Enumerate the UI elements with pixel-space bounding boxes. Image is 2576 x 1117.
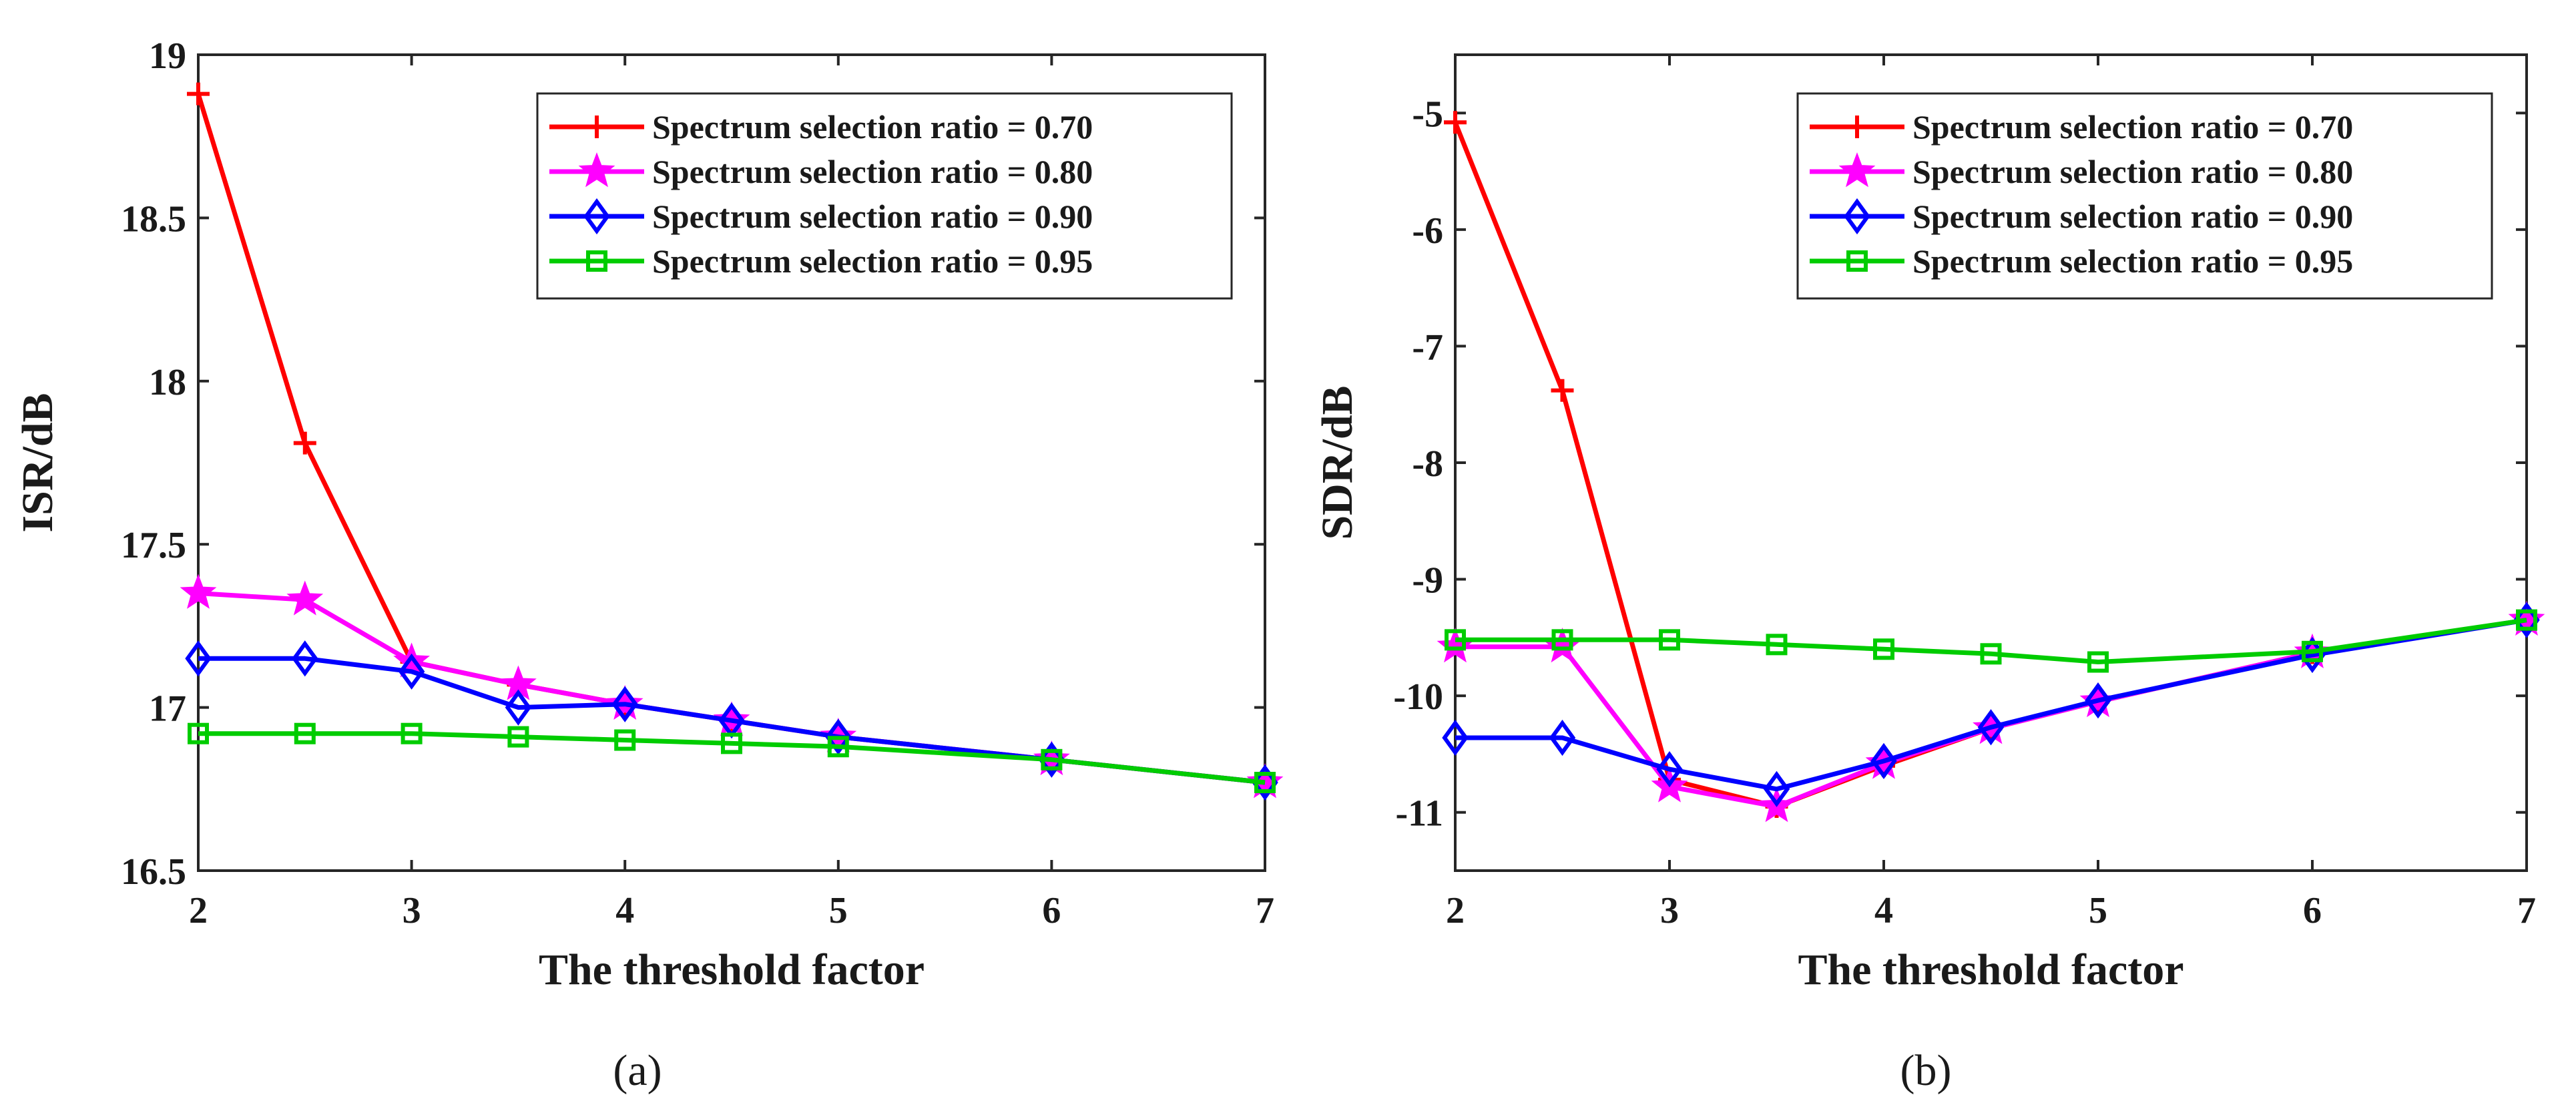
data-point	[1444, 111, 1467, 134]
y-tick-label: -7	[1412, 326, 1443, 368]
legend-label: Spectrum selection ratio = 0.95	[652, 242, 1093, 280]
data-point	[1041, 748, 1063, 770]
x-tick-label: 7	[2517, 890, 2536, 931]
legend: Spectrum selection ratio = 0.70 Spectrum …	[536, 92, 1233, 300]
chart-panel-b: 2 3 4 5 6 7 -11 -10 -9 -8 -7 -6 -5 The threshold fact…	[1313, 53, 2545, 1095]
data-point	[1442, 719, 1469, 756]
data-point	[398, 653, 425, 690]
y-tick-label: -8	[1412, 443, 1443, 485]
series-square	[1445, 609, 2537, 673]
x-tick-label: 7	[1256, 890, 1274, 931]
data-point	[2087, 651, 2109, 673]
series-line	[198, 731, 1266, 785]
series-line	[1455, 618, 2527, 664]
y-tick-label: -9	[1412, 560, 1443, 602]
series-line	[1455, 618, 2527, 792]
data-point	[1549, 719, 1576, 756]
data-point	[1873, 638, 1894, 660]
legend-marker	[1844, 198, 1870, 235]
data-point	[611, 686, 638, 722]
series-line	[198, 656, 1266, 785]
legend-marker	[586, 250, 607, 272]
data-point	[292, 640, 318, 677]
data-point	[401, 722, 423, 744]
legend-marker	[578, 152, 615, 188]
legend-label: Spectrum selection ratio = 0.90	[1912, 198, 2353, 235]
legend-label: Spectrum selection ratio = 0.70	[1912, 108, 2353, 146]
data-point	[1551, 379, 1574, 402]
panel-label: (b)	[1900, 1046, 1952, 1095]
x-tick-label: 3	[403, 890, 421, 931]
x-tick-label: 5	[829, 890, 848, 931]
data-point	[1980, 643, 2002, 665]
y-tick-label: 17.5	[121, 525, 186, 566]
legend-marker	[1846, 116, 1868, 138]
y-tick-label: 17	[149, 688, 186, 730]
x-axis-label: The threshold factor	[1798, 945, 2183, 994]
data-point	[185, 640, 212, 677]
legend-marker	[585, 116, 608, 138]
legend-label: Spectrum selection ratio = 0.70	[652, 108, 1093, 146]
x-axis-label: The threshold factor	[539, 945, 925, 994]
data-point	[1656, 751, 1683, 788]
panel-label: (a)	[613, 1046, 662, 1095]
y-tick-label: -6	[1412, 210, 1443, 252]
data-point	[507, 726, 529, 748]
x-tick-label: 5	[2089, 890, 2107, 931]
legend-marker	[1838, 152, 1876, 188]
data-point	[286, 580, 324, 616]
y-tick-label: -10	[1393, 676, 1443, 718]
y-axis-label: ISR/dB	[13, 393, 62, 532]
legend-label: Spectrum selection ratio = 0.80	[652, 153, 1093, 190]
data-point	[180, 574, 217, 609]
data-point	[1659, 629, 1680, 651]
data-point	[1870, 742, 1897, 780]
x-tick-label: 2	[1446, 890, 1465, 931]
x-tick-label: 4	[615, 890, 634, 931]
data-point	[827, 736, 849, 758]
data-point	[1763, 770, 1790, 807]
data-point	[1977, 709, 2005, 746]
y-tick-label: 16.5	[121, 851, 186, 893]
chart-panel-a: 2 3 4 5 6 7 16.5 17 17.5 18 18.5 19 The threshold fa…	[13, 35, 1284, 1095]
data-point	[1766, 634, 1788, 656]
data-point	[1551, 629, 1573, 651]
data-point	[293, 431, 316, 455]
data-point	[505, 689, 532, 726]
legend-box	[536, 92, 1233, 300]
x-tick-label: 4	[1874, 890, 1893, 931]
legend-label: Spectrum selection ratio = 0.80	[1912, 153, 2353, 190]
y-tick-label: -5	[1412, 93, 1443, 135]
data-point	[2085, 682, 2111, 719]
y-tick-label: 18	[149, 362, 186, 403]
x-tick-label: 6	[1042, 890, 1061, 931]
data-point	[614, 729, 636, 751]
data-point	[2516, 609, 2537, 631]
y-tick-label: 19	[149, 35, 186, 77]
legend-box	[1796, 92, 2493, 300]
y-tick-label: -11	[1395, 793, 1443, 835]
legend-marker	[1846, 250, 1868, 272]
data-point	[187, 82, 210, 105]
data-point	[721, 732, 742, 754]
data-point	[825, 718, 852, 755]
data-point	[294, 722, 316, 744]
y-tick-label: 18.5	[121, 198, 186, 240]
x-tick-label: 3	[1660, 890, 1679, 931]
data-point	[1445, 629, 1466, 651]
y-axis-label: SDR/dB	[1313, 385, 1362, 539]
legend-label: Spectrum selection ratio = 0.90	[652, 198, 1093, 235]
x-tick-label: 2	[189, 890, 208, 931]
x-tick-label: 6	[2303, 890, 2322, 931]
series-square	[188, 722, 1276, 794]
data-point	[2302, 640, 2323, 662]
legend: Spectrum selection ratio = 0.70 Spectrum …	[1796, 92, 2493, 300]
data-point	[188, 722, 209, 744]
legend-marker	[583, 198, 610, 235]
legend-label: Spectrum selection ratio = 0.95	[1912, 242, 2353, 280]
data-point	[1254, 772, 1276, 794]
